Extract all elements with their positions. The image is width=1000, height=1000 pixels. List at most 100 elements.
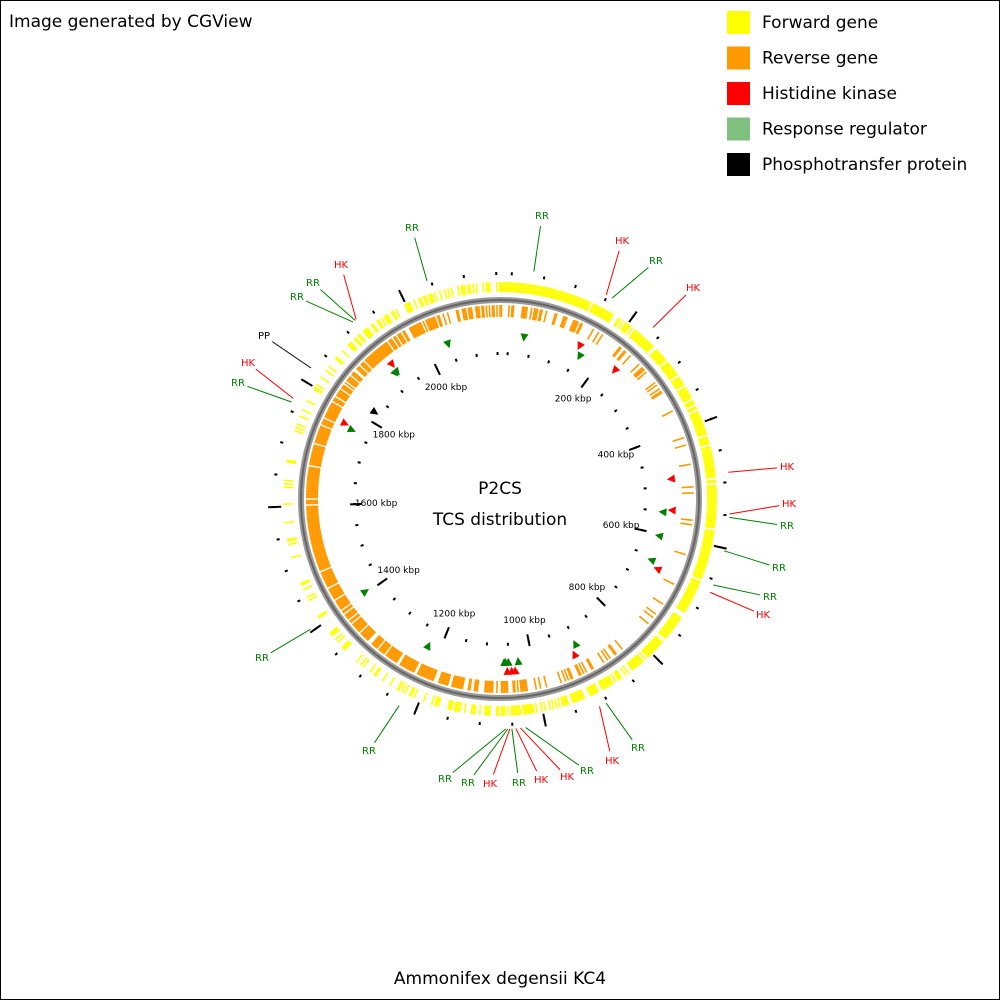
reverse-gene-stripe: [312, 448, 325, 454]
forward-gene-stripe: [606, 312, 613, 323]
forward-gene-stripe: [689, 412, 700, 418]
minor-tick: [634, 548, 638, 552]
forward-gene-stripe: [661, 362, 670, 371]
forward-gene-stripe: [677, 387, 688, 395]
forward-gene-stripe: [408, 301, 415, 312]
tick-label: 1400 kbp: [377, 566, 420, 576]
forward-gene-stripe: [697, 559, 708, 564]
forward-gene-stripe: [343, 642, 352, 651]
forward-gene-stripe: [687, 584, 698, 591]
reverse-gene-stripe: [461, 308, 466, 321]
reverse-gene-stripe: [425, 666, 432, 679]
forward-gene-stripe: [669, 616, 679, 624]
forward-gene-stripe: [701, 543, 712, 548]
feature-label: RR: [649, 256, 663, 267]
forward-gene-stripe: [650, 640, 659, 649]
forward-gene-stripe: [362, 330, 370, 339]
forward-gene-stripe: [331, 629, 340, 637]
minor-tick: [566, 625, 570, 630]
legend-swatch: [727, 82, 750, 105]
forward-gene-stripe: [689, 580, 700, 586]
reverse-gene-stripe: [374, 637, 384, 649]
feature-marker: [360, 589, 369, 597]
forward-gene-stripe: [593, 305, 600, 315]
forward-gene-stripe: [704, 462, 715, 466]
feature-marker: [658, 508, 667, 517]
major-tick: [628, 444, 641, 452]
forward-gene-stripe: [706, 509, 717, 512]
reverse-gene-stripe: [360, 363, 370, 373]
forward-gene-stripe: [665, 368, 675, 376]
reverse-gene-stripe: [307, 519, 320, 523]
feature-connector: [473, 728, 509, 776]
forward-gene-stripe: [347, 343, 356, 353]
outer-major-tick: [300, 378, 313, 387]
reverse-gene-stripe: [636, 371, 648, 381]
forward-gene-stripe: [698, 555, 709, 561]
reverse-gene-stripe: [533, 308, 538, 321]
forward-gene-stripe: [694, 424, 705, 430]
reverse-gene-stripe: [442, 672, 448, 685]
reverse-gene-stripe: [308, 469, 321, 473]
forward-gene-stripe: [525, 283, 528, 294]
forward-gene-stripe: [698, 437, 709, 443]
reverse-gene-stripe: [329, 585, 341, 594]
forward-gene-stripe: [456, 701, 461, 712]
reverse-gene-stripe: [485, 305, 488, 318]
forward-gene-stripe: [600, 309, 607, 319]
reverse-gene-stripe: [320, 567, 333, 574]
tick-label: 200 kbp: [555, 394, 592, 404]
major-tick: [433, 363, 441, 376]
outer-major-tick: [628, 311, 638, 323]
forward-gene-stripe: [283, 486, 294, 489]
feature-label: RR: [306, 278, 320, 289]
forward-gene-stripe: [370, 323, 378, 333]
forward-gene-stripe: [290, 554, 301, 559]
forward-gene-stripe: [419, 296, 425, 307]
forward-gene-stripe: [438, 290, 444, 301]
forward-gene-stripe: [614, 670, 622, 680]
forward-gene-stripe: [483, 705, 487, 716]
reverse-gene-stripe: [382, 343, 392, 354]
forward-gene-stripe: [391, 310, 399, 320]
forward-gene-stripe: [681, 598, 691, 605]
reverse-gene-stripe: [338, 599, 350, 608]
reverse-gene-stripe: [408, 327, 416, 339]
outer-major-tick: [704, 415, 718, 423]
forward-gene-stripe: [687, 407, 698, 414]
feature-label: RR: [535, 211, 549, 222]
reverse-gene-stripe: [537, 676, 542, 689]
reverse-gene-stripe: [314, 553, 327, 559]
forward-gene-stripe: [614, 318, 622, 328]
forward-gene-stripe: [362, 659, 370, 668]
forward-gene-stripe: [700, 445, 711, 450]
reverse-gene-stripe: [646, 384, 658, 393]
reverse-gene-stripe: [638, 615, 650, 625]
forward-gene-stripe: [301, 408, 312, 415]
reverse-gene-stripe: [307, 476, 320, 480]
forward-gene-stripe: [578, 298, 584, 309]
reverse-gene-stripe: [306, 508, 319, 511]
feature-marker: [346, 424, 356, 433]
forward-gene-stripe: [684, 590, 695, 597]
forward-gene-stripe: [460, 285, 464, 296]
forward-gene-stripe: [384, 314, 392, 324]
reverse-gene-stripe: [326, 580, 339, 588]
forward-gene-stripe: [689, 581, 699, 588]
reverse-gene-stripe: [394, 651, 402, 663]
forward-gene-stripe: [682, 396, 693, 403]
reverse-gene-stripe: [310, 454, 323, 459]
reverse-gene-stripe: [324, 577, 337, 584]
feature-connector: [271, 341, 312, 369]
reverse-gene-stripe: [462, 308, 467, 321]
reverse-gene-stripe: [477, 306, 481, 319]
forward-gene-stripe: [324, 369, 334, 377]
reverse-gene-stripe: [306, 506, 319, 509]
forward-gene-stripe: [666, 621, 676, 629]
reverse-gene-stripe: [614, 639, 624, 650]
reverse-gene-stripe: [309, 458, 322, 463]
reverse-gene-stripe: [367, 355, 378, 366]
forward-gene-stripe: [515, 282, 518, 293]
reverse-gene-stripe: [681, 486, 694, 489]
feature-connector: [320, 289, 356, 321]
